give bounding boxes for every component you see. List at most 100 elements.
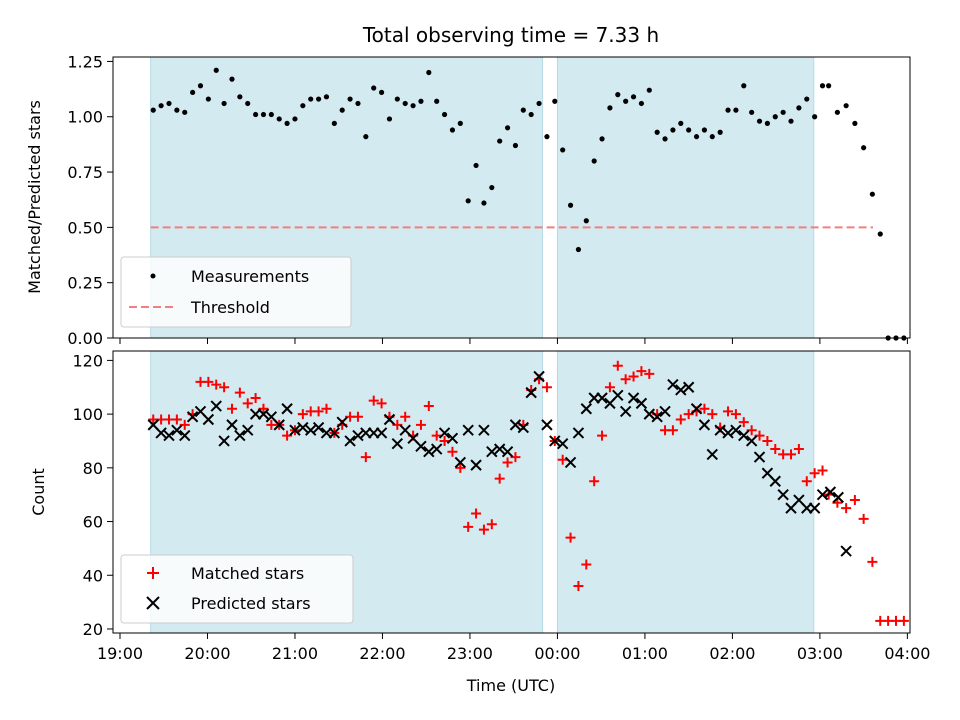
matched-point xyxy=(234,387,245,398)
predicted-point xyxy=(832,491,844,504)
predicted-point xyxy=(423,446,435,458)
predicted-point xyxy=(667,378,679,391)
y-tick-label: 0.75 xyxy=(67,163,103,182)
predicted-point xyxy=(171,424,183,436)
x-tick-label: 23:00 xyxy=(447,644,493,663)
measurement-point xyxy=(497,138,503,144)
matched-point xyxy=(400,411,411,422)
measurement-point xyxy=(347,96,353,102)
measurement-point xyxy=(686,127,692,133)
matched-point xyxy=(636,366,647,377)
measurement-point xyxy=(826,83,832,89)
predicted-point xyxy=(415,440,427,453)
matched-point xyxy=(770,444,781,455)
measurement-point xyxy=(780,109,786,115)
measurement-point xyxy=(843,103,849,109)
measurement-point xyxy=(300,103,306,109)
predicted-point xyxy=(391,437,404,450)
measurement-point xyxy=(583,218,589,224)
measurement-point xyxy=(623,98,629,104)
ratio-panel: 0.00 0.25 0.50 0.75 1.00 1.25 Matched/Predict… xyxy=(25,52,911,348)
measurement-point xyxy=(410,103,416,109)
predicted-point xyxy=(722,427,734,439)
measurement-point xyxy=(796,105,802,111)
predicted-point xyxy=(336,416,348,428)
measurement-point xyxy=(638,100,645,107)
x-tick-label: 03:00 xyxy=(797,644,843,663)
measurement-point xyxy=(869,191,875,197)
predicted-point xyxy=(564,456,577,469)
measurement-point xyxy=(323,94,330,100)
matched-point xyxy=(313,406,324,417)
measurement-point xyxy=(591,158,597,164)
predicted-point xyxy=(738,429,750,442)
matched-point xyxy=(699,403,710,414)
predicted-point xyxy=(234,429,246,442)
predicted-point xyxy=(454,456,467,469)
measurement-point xyxy=(355,100,361,107)
predicted-point xyxy=(289,424,301,436)
predicted-point xyxy=(816,488,829,501)
measurement-point xyxy=(205,96,211,102)
legend-measurements-label: Measurements xyxy=(191,267,309,286)
matched-point xyxy=(786,449,797,460)
top-y-ticks: 0.00 0.25 0.50 0.75 1.00 1.25 xyxy=(67,52,113,348)
predicted-point xyxy=(517,421,530,434)
predicted-point xyxy=(383,413,396,426)
matched-point xyxy=(502,457,513,468)
measurement-point xyxy=(693,134,700,140)
top-y-axis-label: Matched/Predicted stars xyxy=(25,100,44,294)
predicted-point xyxy=(549,435,561,447)
predicted-point xyxy=(486,446,498,458)
matched-point xyxy=(321,403,332,414)
legend-predicted-label: Predicted stars xyxy=(191,594,311,613)
shade-interval-1 xyxy=(556,56,815,339)
matched-point xyxy=(415,419,426,430)
measurement-point xyxy=(268,111,274,118)
measurement-point xyxy=(741,83,747,89)
top-x-ticks xyxy=(119,338,908,344)
measurement-point xyxy=(237,94,243,100)
measurement-point xyxy=(308,96,314,102)
matched-point xyxy=(360,452,371,463)
matched-point xyxy=(581,559,592,570)
measurements-points xyxy=(150,67,907,341)
measurement-point xyxy=(575,246,582,253)
measurement-point xyxy=(253,111,259,118)
matched-point xyxy=(801,476,812,487)
y-tick-label: 100 xyxy=(72,405,103,424)
matched-point xyxy=(494,473,505,484)
matched-point xyxy=(171,414,182,425)
measurement-point xyxy=(292,116,298,122)
matched-point xyxy=(858,513,869,524)
predicted-point xyxy=(745,435,758,447)
matched-point xyxy=(368,395,379,406)
measurement-point xyxy=(812,114,818,120)
predicted-point xyxy=(753,451,766,463)
y-tick-label: 80 xyxy=(83,459,103,478)
predicted-point xyxy=(840,545,852,557)
measurement-point xyxy=(441,111,448,118)
predicted-point xyxy=(714,424,726,436)
matched-point xyxy=(250,393,261,403)
predicted-point xyxy=(556,437,569,450)
measurement-point xyxy=(481,200,487,206)
measurement-point xyxy=(150,107,156,113)
predicted-point xyxy=(777,488,789,501)
measurement-point xyxy=(229,76,235,82)
measurement-point xyxy=(418,98,424,104)
measurement-point xyxy=(646,87,652,93)
predicted-point xyxy=(478,424,490,436)
y-tick-label: 1.25 xyxy=(67,52,103,71)
measurement-point xyxy=(394,96,400,102)
matched-point xyxy=(620,374,631,385)
predicted-point xyxy=(446,432,459,444)
measurement-point xyxy=(339,107,345,113)
matched-point xyxy=(762,435,773,446)
measurement-point xyxy=(552,98,558,104)
predicted-point xyxy=(533,370,545,383)
measurement-point xyxy=(426,69,432,76)
predicted-point xyxy=(210,400,222,412)
bottom-y-axis-label: Count xyxy=(29,468,48,516)
